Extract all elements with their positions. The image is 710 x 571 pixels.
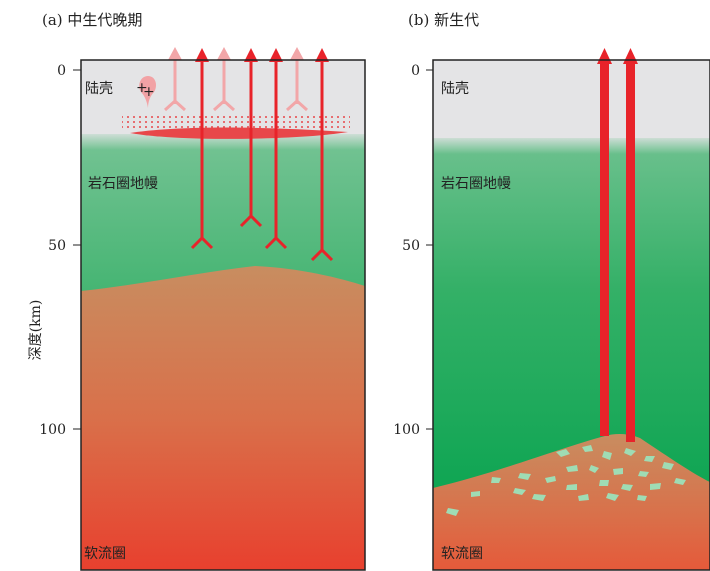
panel-a-title: (a) 中生代晚期 xyxy=(42,11,142,29)
y-axis-label: 深度(km) xyxy=(28,300,44,361)
panel-b-lithosphere-label: 岩石圈地幔 xyxy=(441,176,511,192)
panel-b-asthenosphere xyxy=(433,433,710,570)
panel-a-pluton xyxy=(139,76,156,108)
panel-a-melt-dots xyxy=(122,114,350,130)
panel-b-tick-0: 0 xyxy=(411,63,420,79)
panel-b-xenoliths xyxy=(446,445,686,516)
panel-a-pluton-plus-2: + xyxy=(143,84,155,100)
panel-a-tick-100: 100 xyxy=(39,422,66,438)
panel-b-crust xyxy=(433,60,710,138)
panel-a-tick-0: 0 xyxy=(57,63,66,79)
panel-a-crust-label: 陆壳 xyxy=(85,80,113,97)
panel-a-tick-50: 50 xyxy=(48,238,66,254)
panel-b-crust-label: 陆壳 xyxy=(441,80,469,97)
panel-b-asthenosphere-label: 软流圈 xyxy=(441,546,483,562)
panel-a-frame xyxy=(80,59,366,571)
panel-a-magma-arrows xyxy=(190,48,334,262)
panel-a-faded-arrows xyxy=(163,47,309,112)
panel-b-frame xyxy=(432,59,710,571)
panel-b-tick-50: 50 xyxy=(402,238,420,254)
panel-a-lithosphere-label: 岩石圈地幔 xyxy=(88,176,158,192)
panel-a-asthenosphere-label: 软流圈 xyxy=(84,546,126,562)
panel-a-asthenosphere xyxy=(81,266,365,570)
panel-a-melt-lens xyxy=(130,127,348,139)
panel-b-title: (b) 新生代 xyxy=(408,11,479,29)
panel-a: + + xyxy=(80,47,366,571)
panel-a-y-axis: 0 50 100 xyxy=(39,63,81,438)
panel-b-y-axis: 0 50 100 xyxy=(393,63,433,438)
panel-b-tick-100: 100 xyxy=(393,422,420,438)
panel-a-pluton-plus-1: + xyxy=(136,80,148,96)
panel-b: 陆壳 岩石圈地幔 软流圈 xyxy=(432,48,710,571)
